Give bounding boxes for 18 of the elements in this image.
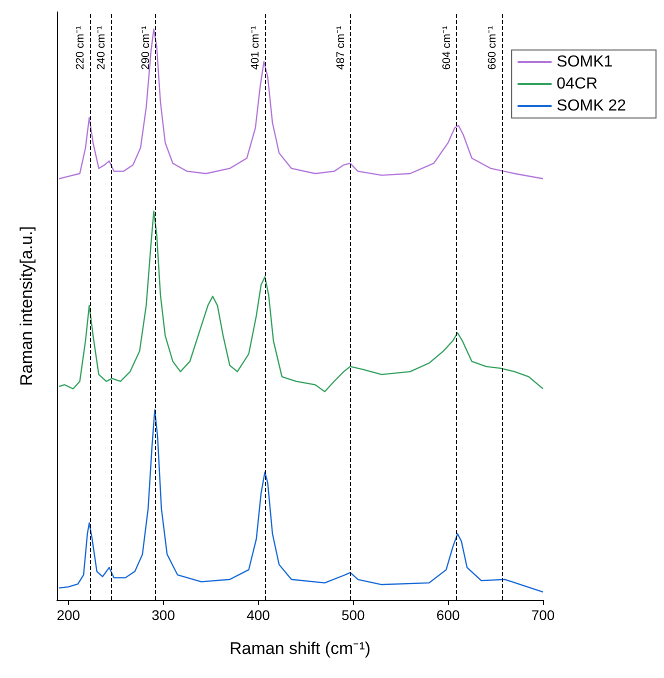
ref-line-label: 660 cm⁻¹	[486, 26, 499, 70]
ref-line-label: 401 cm⁻¹	[249, 26, 262, 70]
legend-label: SOMK 22	[556, 98, 626, 114]
ref-line-label: 604 cm⁻¹	[441, 26, 454, 70]
x-tick-label: 500	[341, 607, 366, 623]
x-tick-label: 400	[246, 607, 270, 623]
x-tick-label: 600	[436, 607, 460, 623]
ref-line-label: 220 cm⁻¹	[74, 26, 87, 70]
legend-label: SOMK1	[556, 54, 613, 70]
ref-line-label: 240 cm⁻¹	[96, 26, 108, 70]
legend-label: 04CR	[556, 76, 598, 92]
ref-line-label: 290 cm⁻¹	[140, 26, 152, 70]
x-tick-label: 200	[56, 607, 80, 623]
x-tick-label: 700	[531, 607, 555, 623]
x-tick-label: 300	[152, 607, 176, 623]
ref-line-label: 487 cm⁻¹	[334, 26, 347, 70]
x-axis-title: Raman shift (cm⁻¹)	[229, 639, 371, 658]
y-axis-title: Raman intensity[a.u.]	[17, 226, 36, 386]
